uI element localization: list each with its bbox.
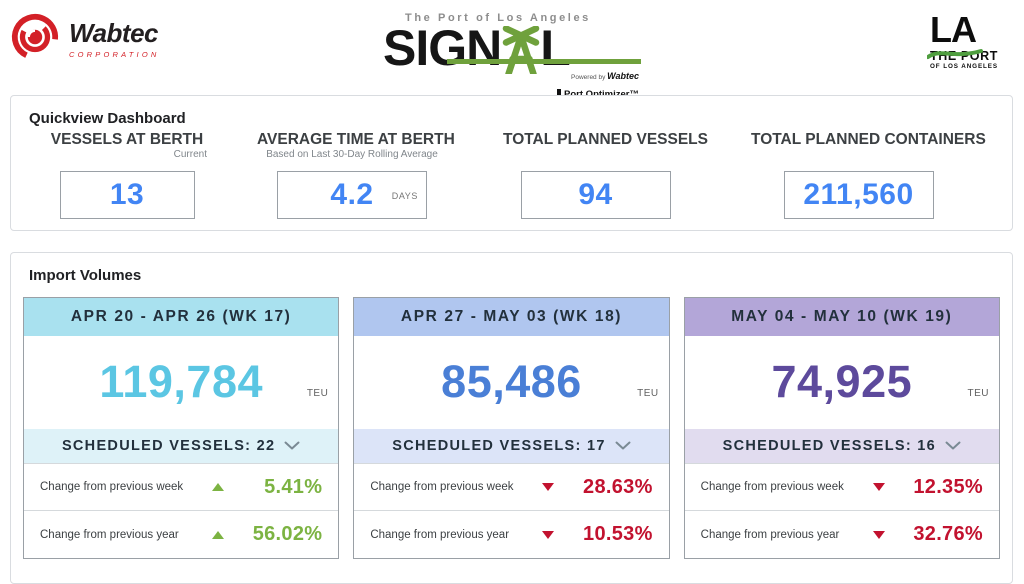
week-range-header: MAY 04 - MAY 10 (WK 19) xyxy=(684,298,999,336)
wabtec-wordmark: Wabtec xyxy=(69,18,159,48)
scheduled-vessels-label: SCHEDULED VESSELS: 16 xyxy=(722,437,937,454)
la-monogram-text: LA xyxy=(930,9,977,50)
change-percent: 12.35% xyxy=(913,475,983,498)
quickview-dashboard-panel: Quickview Dashboard VESSELS AT BERTH Cur… xyxy=(10,95,1013,231)
metric-average-time-at-berth: AVERAGE TIME AT BERTH Based on Last 30-D… xyxy=(257,131,455,219)
quickview-title: Quickview Dashboard xyxy=(29,110,186,127)
change-from-previous-week-row: Change from previous week 12.35% xyxy=(684,462,999,511)
metric-label: VESSELS AT BERTH xyxy=(50,131,204,148)
metric-label: AVERAGE TIME AT BERTH xyxy=(257,131,455,148)
metric-value: 94 xyxy=(578,178,613,211)
scheduled-vessels-toggle[interactable]: SCHEDULED VESSELS: 17 xyxy=(354,428,669,463)
scheduled-vessels-label: SCHEDULED VESSELS: 22 xyxy=(61,437,276,454)
metric-total-planned-containers: TOTAL PLANNED CONTAINERS 211,560 xyxy=(751,131,986,219)
trend-up-icon xyxy=(212,483,224,492)
signal-tagline: The Port of Los Angeles xyxy=(405,12,591,24)
metric-value: 4.2 xyxy=(330,178,374,211)
change-from-previous-week-row: Change from previous week 5.41% xyxy=(24,462,339,511)
metric-value: 211,560 xyxy=(803,178,914,211)
la-of-los-angeles-label: OF LOS ANGELES xyxy=(930,63,998,71)
teu-area: 74,925 TEU xyxy=(685,336,999,429)
scheduled-vessels-toggle[interactable]: SCHEDULED VESSELS: 22 xyxy=(24,428,339,463)
signal-green-line xyxy=(447,59,641,64)
teu-area: 119,784 TEU xyxy=(24,336,338,429)
metric-value-box: 13 xyxy=(59,171,195,219)
metric-sublabel: Based on Last 30-Day Rolling Average xyxy=(266,149,438,160)
metric-value-box: 211,560 xyxy=(783,171,934,219)
change-label: Change from previous week xyxy=(700,481,844,494)
signal-word-left: SIGN xyxy=(383,20,502,76)
metric-value: 13 xyxy=(109,178,145,211)
signal-crossing-a-icon xyxy=(501,25,541,80)
scheduled-vessels-label: SCHEDULED VESSELS: 17 xyxy=(392,437,606,454)
import-week-cards: APR 20 - APR 26 (WK 17) 119,784 TEU SCHE… xyxy=(11,284,1012,559)
import-volumes-panel: Import Volumes APR 20 - APR 26 (WK 17) 1… xyxy=(10,252,1013,584)
metric-label: TOTAL PLANNED CONTAINERS xyxy=(751,131,986,148)
chevron-down-icon xyxy=(615,438,631,454)
change-from-previous-week-row: Change from previous week 28.63% xyxy=(354,462,669,511)
trend-down-icon xyxy=(872,530,885,539)
signal-wordmark: SIGN L xyxy=(383,20,571,80)
signal-logo: The Port of Los Angeles SIGN L Powered b… xyxy=(383,8,641,100)
chevron-down-icon xyxy=(945,438,961,454)
change-label: Change from previous week xyxy=(40,481,184,494)
trend-up-icon xyxy=(212,530,224,539)
change-label: Change from previous year xyxy=(40,528,179,541)
scheduled-vessels-toggle[interactable]: SCHEDULED VESSELS: 16 xyxy=(684,428,999,463)
week-range-header: APR 27 - MAY 03 (WK 18) xyxy=(354,298,669,336)
signal-word-right: L xyxy=(540,20,571,76)
change-label: Change from previous year xyxy=(370,528,510,541)
la-monogram: LA xyxy=(926,12,983,59)
port-of-la-logo: LA THE PORT OF LOS ANGELES xyxy=(926,12,1008,71)
change-percent: 32.76% xyxy=(913,523,983,546)
powered-by-wabtec: Wabtec xyxy=(607,71,639,81)
teu-value: 74,925 xyxy=(771,356,913,408)
change-label: Change from previous year xyxy=(700,528,840,541)
import-week-card-wk17: APR 20 - APR 26 (WK 17) 119,784 TEU SCHE… xyxy=(23,297,340,559)
teu-value: 85,486 xyxy=(441,356,582,408)
change-percent: 10.53% xyxy=(583,523,653,546)
quickview-metrics-row: VESSELS AT BERTH Current 13 AVERAGE TIME… xyxy=(11,127,1012,219)
teu-area: 85,486 TEU xyxy=(354,336,668,429)
teu-unit-label: TEU xyxy=(637,387,659,399)
metric-label: TOTAL PLANNED VESSELS xyxy=(503,131,708,148)
import-volumes-title: Import Volumes xyxy=(29,267,142,284)
wabtec-swirl-icon xyxy=(10,12,60,67)
import-week-card-wk18: APR 27 - MAY 03 (WK 18) 85,486 TEU SCHED… xyxy=(353,297,670,559)
teu-unit-label: TEU xyxy=(967,387,989,399)
change-percent: 28.63% xyxy=(583,475,653,498)
wabtec-logo: Wabtec CORPORATION xyxy=(10,12,159,67)
change-percent: 56.02% xyxy=(252,523,323,546)
trend-down-icon xyxy=(542,483,555,492)
change-from-previous-year-row: Change from previous year 10.53% xyxy=(354,510,669,558)
metric-sublabel xyxy=(751,149,966,164)
metric-value-box: 4.2 DAYS xyxy=(277,171,427,219)
week-range-header: APR 20 - APR 26 (WK 17) xyxy=(24,298,339,336)
teu-value: 119,784 xyxy=(99,356,263,408)
metric-value-box: 94 xyxy=(520,171,671,219)
change-from-previous-year-row: Change from previous year 32.76% xyxy=(684,510,999,558)
change-from-previous-year-row: Change from previous year 56.02% xyxy=(24,510,339,558)
top-header: Wabtec CORPORATION The Port of Los Angel… xyxy=(0,0,1024,100)
metric-unit: DAYS xyxy=(391,190,418,201)
metric-sublabel xyxy=(503,149,688,164)
teu-unit-label: TEU xyxy=(306,387,329,399)
metric-sublabel: Current xyxy=(173,149,207,160)
chevron-down-icon xyxy=(284,438,300,454)
change-percent: 5.41% xyxy=(264,475,323,498)
trend-down-icon xyxy=(872,483,885,492)
trend-down-icon xyxy=(542,530,555,539)
wabtec-corporation-label: CORPORATION xyxy=(69,50,160,59)
la-green-wave-icon xyxy=(926,33,983,65)
metric-total-planned-vessels: TOTAL PLANNED VESSELS 94 xyxy=(503,131,708,219)
metric-vessels-at-berth: VESSELS AT BERTH Current 13 xyxy=(47,131,207,219)
powered-by-lockup: Powered by Wabtec Port Optimizer™ xyxy=(557,66,639,102)
change-label: Change from previous week xyxy=(370,481,514,494)
port-optimizer-label: Port Optimizer™ xyxy=(557,89,639,100)
powered-by-label: Powered by xyxy=(571,74,608,81)
import-week-card-wk19: MAY 04 - MAY 10 (WK 19) 74,925 TEU SCHED… xyxy=(683,297,1000,559)
